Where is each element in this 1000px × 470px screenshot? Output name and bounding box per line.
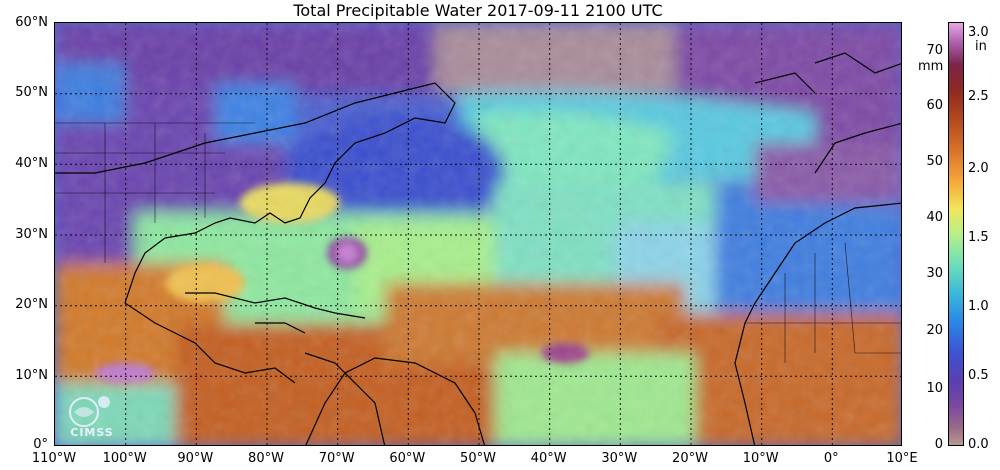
colorbar-in-3-0: 3.0: [968, 25, 989, 40]
lon-label-10w: 10°W: [742, 451, 779, 466]
colorbar-mm-60: 60: [926, 98, 943, 113]
lon-label-40w: 40°W: [530, 451, 567, 466]
colorbar-mm-10: 10: [926, 381, 943, 396]
lat-label-0: 0°: [33, 437, 48, 452]
colorbar-in-0-5: 0.5: [968, 368, 989, 383]
lon-label-80w: 80°W: [248, 451, 284, 466]
lon-label-0: 0°: [823, 451, 839, 466]
lon-label-30w: 30°W: [601, 451, 638, 466]
colorbar-mm-0: 0: [934, 437, 943, 452]
tpw-field: [55, 23, 901, 445]
coastlines: [55, 52, 901, 445]
colorbar-in-1-5: 1.5: [968, 230, 989, 245]
lon-label-100w: 100°W: [102, 451, 147, 466]
colorbar-in-2-5: 2.5: [968, 89, 989, 104]
lat-label-30n: 30°N: [15, 227, 48, 242]
cimss-globe-icon: [69, 396, 110, 427]
lon-label-70w: 70°W: [318, 451, 355, 466]
lat-label-40n: 40°N: [15, 156, 48, 171]
tpw-map: [54, 22, 902, 446]
colorbar-mm-50: 50: [926, 154, 943, 169]
lat-label-60n: 60°N: [15, 15, 48, 30]
lon-label-20w: 20°W: [672, 451, 708, 466]
colorbar-in-0-0: 0.0: [968, 437, 989, 452]
lon-label-90w: 90°W: [177, 451, 214, 466]
lon-label-60w: 60°W: [389, 451, 426, 466]
cimss-logo: CIMSS: [60, 392, 124, 442]
lat-label-20n: 20°N: [15, 297, 48, 312]
colorbar-in-unit: in: [975, 39, 987, 54]
lon-label-50w: 50°W: [460, 451, 496, 466]
lon-label-110w: 110°W: [31, 451, 77, 466]
colorbar-in-2-0: 2.0: [968, 161, 989, 176]
colorbar-in-1-0: 1.0: [968, 299, 989, 314]
colorbar-mm-40: 40: [926, 210, 943, 225]
map-title: Total Precipitable Water 2017-09-11 2100…: [293, 1, 663, 20]
colorbar-mm-30: 30: [926, 266, 943, 281]
graticule: [55, 23, 901, 445]
colorbar-mm-70: 70: [926, 43, 943, 58]
colorbar-mm-unit: mm: [918, 59, 944, 74]
cimss-logo-text: CIMSS: [70, 426, 114, 439]
lat-label-50n: 50°N: [15, 85, 48, 100]
lat-label-10n: 10°N: [15, 368, 48, 383]
colorbar: [948, 22, 964, 446]
lon-label-10e: 10°E: [886, 451, 918, 466]
colorbar-mm-20: 20: [926, 323, 943, 338]
